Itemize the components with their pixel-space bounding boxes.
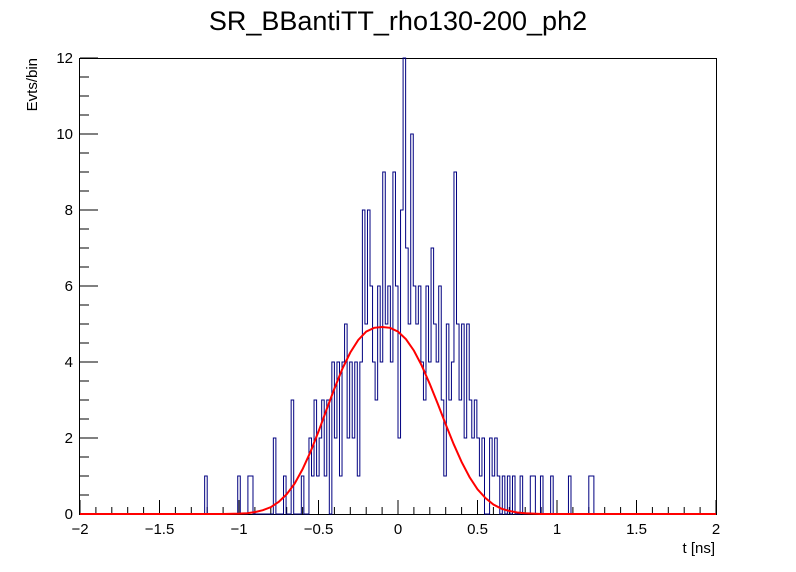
histogram-bin [436, 362, 439, 514]
y-axis-tick-labels: 0 2 4 6 8 10 12 [56, 50, 73, 523]
x-tick-label: 1.5 [626, 521, 647, 538]
x-tick-label: −1.5 [145, 521, 175, 538]
chart-title: SR_BBantiTT_rho130-200_ph2 [208, 6, 588, 36]
histogram-bin [423, 400, 426, 514]
y-tick-label: 6 [65, 278, 73, 295]
histogram-bin [334, 438, 337, 514]
histogram-bin [408, 324, 411, 514]
histogram-bin [352, 438, 355, 514]
x-tick-label: 1 [553, 521, 561, 538]
x-tick-label: 0 [394, 521, 402, 538]
x-axis-title: t [ns] [682, 540, 715, 557]
histogram-series [80, 57, 716, 515]
y-tick-label: 12 [56, 50, 73, 67]
histogram-step-line [80, 57, 716, 515]
y-tick-label: 2 [65, 430, 73, 447]
gaussian-fit-curve [80, 326, 716, 515]
fit-curve-series [80, 326, 716, 515]
x-tick-label: −2 [71, 521, 88, 538]
plot-frame [79, 58, 717, 515]
y-tick-label: 10 [56, 126, 73, 143]
x-tick-label: 2 [712, 521, 720, 538]
histogram-bin [357, 476, 360, 514]
histogram-bin [380, 362, 383, 514]
y-axis-ticks [80, 57, 98, 515]
histogram-bin [464, 438, 467, 514]
histogram-bin [324, 476, 327, 514]
histogram-bin [390, 362, 393, 514]
y-tick-label: 4 [65, 354, 73, 371]
y-tick-label: 8 [65, 202, 73, 219]
histogram-bin [416, 324, 419, 514]
histogram-bin [365, 324, 368, 514]
histogram-bin [312, 476, 315, 514]
x-tick-label: −0.5 [304, 521, 334, 538]
histogram-bin [449, 400, 452, 514]
x-axis-tick-labels: −2 −1.5 −1 −0.5 0 0.5 1 1.5 2 [71, 521, 720, 538]
histogram-bin [472, 438, 475, 514]
histogram-bin [375, 400, 378, 514]
x-tick-label: 0.5 [467, 521, 488, 538]
x-tick-label: −1 [230, 521, 247, 538]
histogram-bin [385, 324, 388, 514]
histogram-bin [339, 476, 342, 514]
x-axis-ticks [79, 500, 717, 514]
y-tick-label: 0 [65, 506, 73, 523]
histogram-bin [347, 438, 350, 514]
y-axis-title: Evts/bin [24, 58, 41, 111]
